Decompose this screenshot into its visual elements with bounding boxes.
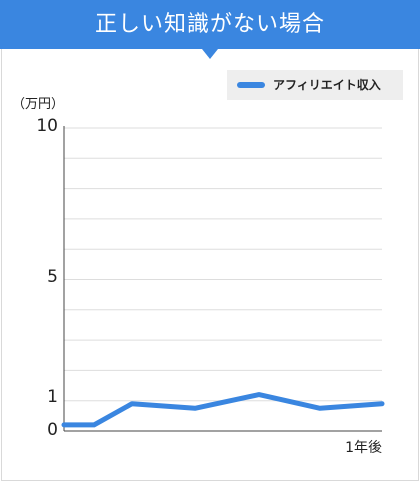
series-line bbox=[61, 392, 385, 428]
legend-label: アフィリエイト収入 bbox=[273, 78, 381, 92]
page-title: 正しい知識がない場合 bbox=[94, 12, 325, 37]
x-tick-label: 1年後 bbox=[345, 440, 382, 456]
title-banner: 正しい知識がない場合 bbox=[0, 0, 420, 49]
y-tick-label: 1 bbox=[47, 387, 58, 407]
y-tick-label: 0 bbox=[47, 420, 58, 440]
y-tick-label: 5 bbox=[47, 267, 58, 287]
legend: アフィリエイト収入 bbox=[227, 70, 403, 100]
y-tick-label: 10 bbox=[36, 116, 58, 136]
gridlines bbox=[64, 127, 382, 402]
y-axis-unit-label: （万円） bbox=[12, 97, 65, 112]
legend-swatch bbox=[237, 82, 265, 88]
banner-pointer bbox=[202, 49, 218, 59]
